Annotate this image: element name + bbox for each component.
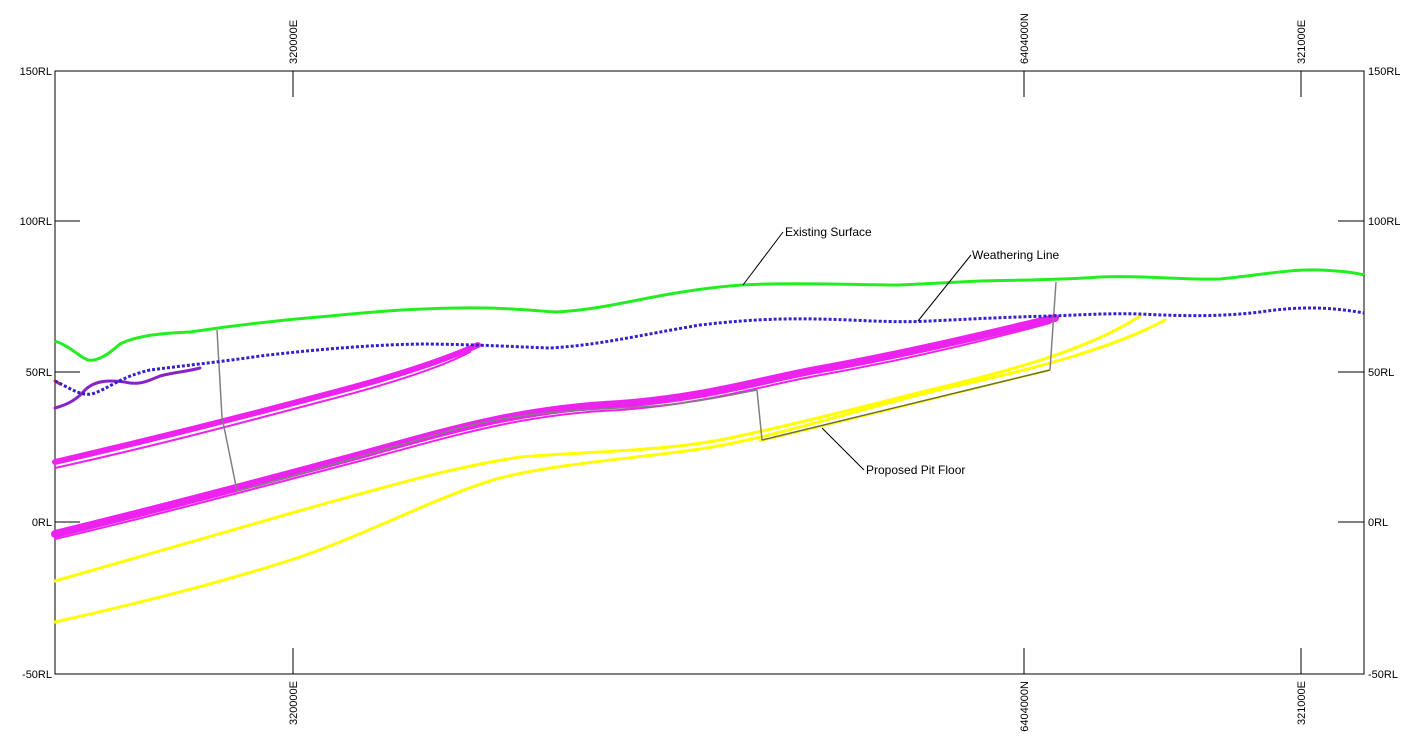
pit-wall-right <box>1049 281 1057 371</box>
grid-ticks <box>292 71 1302 674</box>
leader-weathering-line <box>917 254 972 322</box>
grid-label-top-321000e: 321000E <box>1296 20 1308 64</box>
rl-label-left-150: 150RL <box>20 66 52 78</box>
label-weathering-line: Weathering Line <box>972 248 1059 262</box>
grid-label-bottom-6404000n: 6404000N <box>1019 681 1031 732</box>
pit-floor-right <box>761 369 1051 441</box>
seam-purple-left <box>53 366 202 410</box>
label-existing-surface: Existing Surface <box>785 225 872 239</box>
rl-label-right-150: 150RL <box>1368 66 1400 78</box>
existing-surface-line <box>54 268 1365 362</box>
pit-wall-left <box>216 329 238 492</box>
yellow-seam-lower <box>53 318 1167 624</box>
yellow-seam-upper <box>53 314 1142 583</box>
rl-label-right-100: 100RL <box>1368 216 1400 228</box>
pit-outline <box>216 281 1057 492</box>
rl-label-left-0: 0RL <box>32 517 52 529</box>
rl-label-right-0: 0RL <box>1368 517 1388 529</box>
pit-floor-left <box>236 389 758 492</box>
grid-label-top-6404000n: 6404000N <box>1019 13 1031 64</box>
label-proposed-pit-floor: Proposed Pit Floor <box>866 463 965 477</box>
rl-ticks <box>55 220 1364 523</box>
grid-label-top-320000e: 320000E <box>288 20 300 64</box>
annotation-leaders <box>742 231 972 471</box>
seam-lower-band-thin <box>54 322 1051 540</box>
pit-wall-mid <box>756 389 763 441</box>
yellow-seams <box>53 314 1167 624</box>
seam-upper-band <box>52 342 481 465</box>
leader-proposed-pit-floor <box>821 427 865 471</box>
leader-existing-surface <box>742 231 784 286</box>
grid-label-bottom-320000e: 320000E <box>288 681 300 725</box>
magenta-seams <box>51 314 1059 540</box>
rl-label-right-50: 50RL <box>1368 367 1394 379</box>
rl-label-left-minus50: -50RL <box>22 669 52 681</box>
seam-upper-band-thin <box>54 351 471 469</box>
seam-lower-band <box>51 314 1059 538</box>
section-frame <box>54 70 1365 675</box>
grid-label-bottom-321000e: 321000E <box>1296 681 1308 725</box>
weathering-line <box>54 306 1365 396</box>
rl-label-right-minus50: -50RL <box>1368 669 1398 681</box>
rl-label-left-50: 50RL <box>26 367 52 379</box>
rl-label-left-100: 100RL <box>20 216 52 228</box>
